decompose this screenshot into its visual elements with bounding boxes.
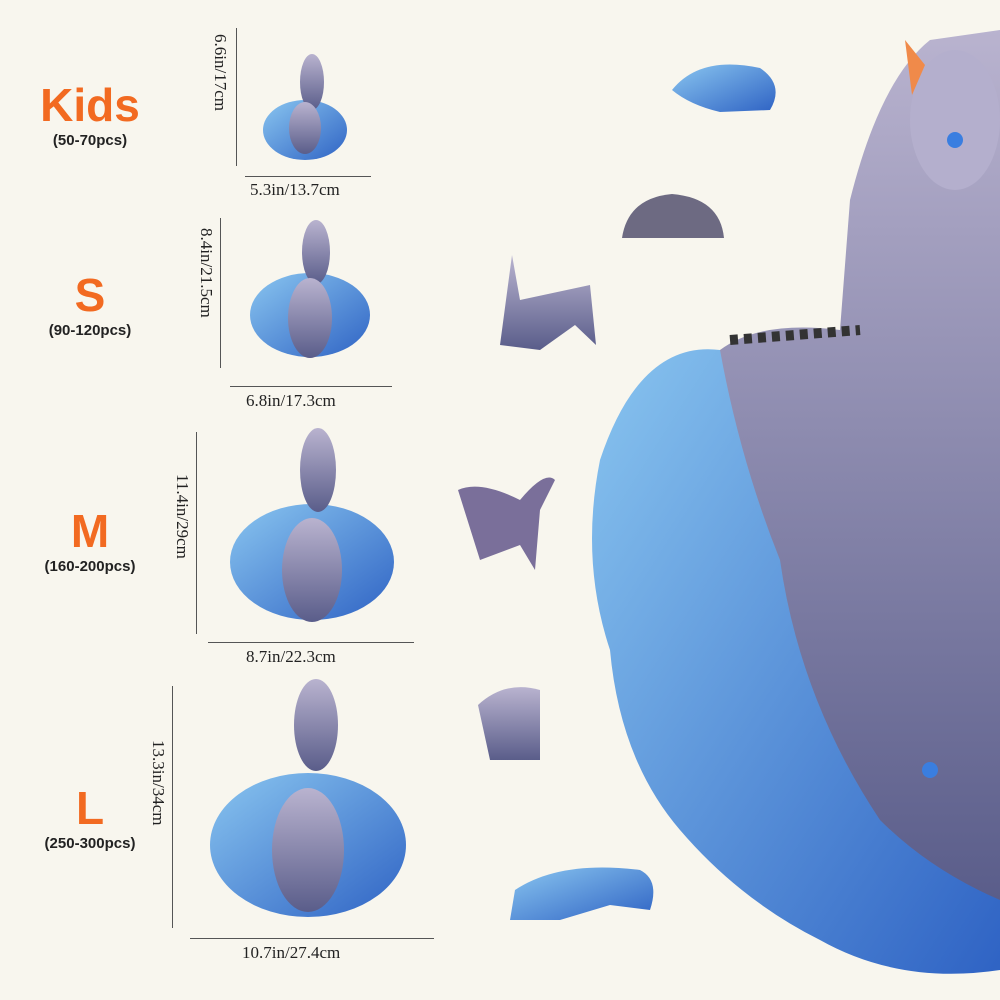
size-kids: Kids (50-70pcs) <box>10 82 170 149</box>
width-line <box>230 386 392 387</box>
size-name: Kids <box>40 79 140 131</box>
height-line <box>236 28 237 166</box>
size-name: S <box>74 269 106 321</box>
piece-count: (160-200pcs) <box>44 558 136 575</box>
loose-pieces <box>458 64 776 920</box>
width-line <box>190 938 434 939</box>
width-line <box>208 642 414 643</box>
height-line <box>220 218 221 368</box>
width-dim: 10.7in/27.4cm <box>242 943 341 962</box>
size-name: L <box>75 782 105 834</box>
thumb-s <box>250 220 370 358</box>
large-puzzle <box>592 30 1000 974</box>
piece-count: (90-120pcs) <box>48 322 132 339</box>
size-s: S (90-120pcs) <box>10 272 170 339</box>
size-l: L (250-300pcs) <box>10 785 170 852</box>
thumb-l <box>210 679 406 917</box>
height-line <box>196 432 197 634</box>
thumb-kids <box>263 54 347 160</box>
size-m: M (160-200pcs) <box>10 508 170 575</box>
width-dim: 8.7in/22.3cm <box>246 647 336 666</box>
piece-count: (50-70pcs) <box>52 132 128 149</box>
size-name: M <box>70 505 110 557</box>
width-dim: 5.3in/13.7cm <box>250 180 340 199</box>
height-line <box>172 686 173 928</box>
piece-count: (250-300pcs) <box>44 835 136 852</box>
width-line <box>245 176 371 177</box>
thumb-m <box>230 428 394 622</box>
width-dim: 6.8in/17.3cm <box>246 391 336 410</box>
